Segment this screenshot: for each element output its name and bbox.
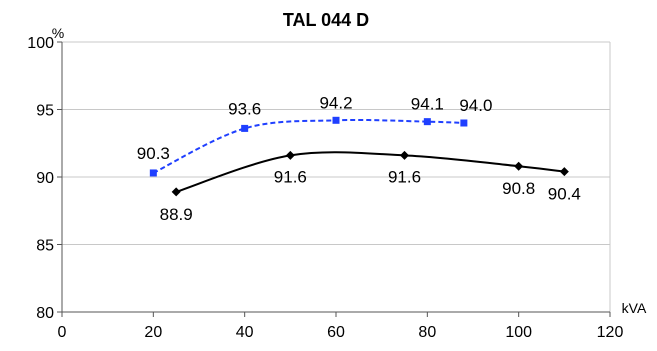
- data-point-marker: [171, 187, 181, 197]
- data-label: 88.9: [160, 205, 193, 224]
- data-label: 94.1: [411, 95, 444, 114]
- data-point-marker: [514, 161, 524, 171]
- chart-title: TAL 044 D: [283, 10, 369, 30]
- data-point-marker: [285, 150, 295, 160]
- y-tick-label: 95: [36, 103, 54, 120]
- data-label: 90.3: [137, 144, 170, 163]
- x-tick-label: 80: [418, 324, 436, 341]
- x-tick-label: 20: [144, 324, 162, 341]
- x-tick-label: 60: [327, 324, 345, 341]
- y-tick-label: 100: [27, 35, 54, 52]
- x-tick-label: 120: [597, 324, 624, 341]
- data-label: 90.4: [548, 185, 581, 204]
- data-label: 91.6: [388, 167, 421, 186]
- series: [149, 116, 569, 197]
- x-tick-label: 0: [58, 324, 67, 341]
- y-axis-unit: %: [52, 25, 64, 41]
- data-point-marker: [149, 169, 157, 177]
- data-label: 94.2: [319, 93, 352, 112]
- x-tick-label: 40: [236, 324, 254, 341]
- axes: 80 85 90 95 100 0 20 40 60 80 100 120: [27, 35, 623, 341]
- y-tick-label: 80: [36, 305, 54, 322]
- y-tick-label: 85: [36, 238, 54, 255]
- x-axis-unit: kVA: [622, 300, 647, 316]
- series-line-2: [175, 151, 565, 193]
- data-label: 94.0: [459, 96, 492, 115]
- data-label: 91.6: [274, 167, 307, 186]
- series-line-1: [152, 118, 464, 174]
- data-point-marker: [332, 116, 340, 124]
- data-labels: 90.3 93.6 94.2 94.1 94.0 88.9 91.6 91.6 90.8 90.4: [137, 93, 581, 224]
- data-point-marker: [559, 167, 569, 177]
- data-label: 90.8: [502, 179, 535, 198]
- data-label: 93.6: [228, 99, 261, 118]
- x-tick-label: 100: [505, 324, 532, 341]
- data-point-marker: [241, 124, 249, 132]
- y-tick-label: 90: [36, 170, 54, 187]
- data-point-marker: [400, 150, 409, 160]
- data-point-marker: [460, 119, 468, 127]
- grid-lines: [62, 41, 611, 313]
- data-point-marker: [423, 118, 431, 126]
